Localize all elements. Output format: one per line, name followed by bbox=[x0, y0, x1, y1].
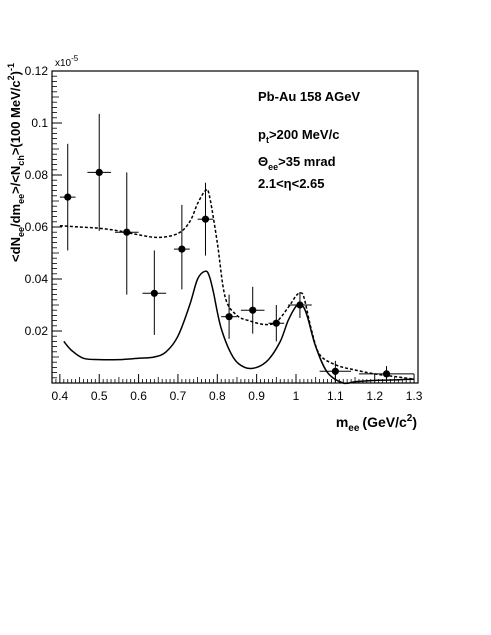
x-tick-label: 1.1 bbox=[327, 389, 344, 403]
x-tick-label: 0.6 bbox=[130, 389, 147, 403]
data-marker bbox=[95, 168, 103, 176]
data-point bbox=[142, 250, 167, 335]
data-point bbox=[319, 360, 352, 382]
data-point bbox=[174, 204, 190, 290]
annotation-eta-cut: 2.1<η<2.65 bbox=[258, 176, 325, 191]
y-tick-label: 0.12 bbox=[25, 64, 49, 78]
data-point bbox=[240, 286, 265, 334]
data-marker bbox=[64, 193, 72, 201]
dashed-curve bbox=[59, 188, 415, 380]
x-axis-label: mee (GeV/c2) bbox=[336, 413, 417, 434]
x-tick-label: 1 bbox=[293, 389, 300, 403]
data-marker bbox=[201, 215, 210, 223]
y-tick-label: 0.02 bbox=[25, 324, 49, 338]
x-tick-label: 0.8 bbox=[209, 389, 226, 403]
data-marker bbox=[150, 289, 158, 297]
y-tick-label: 0.04 bbox=[25, 272, 49, 286]
x-tick-label: 0.4 bbox=[52, 389, 69, 403]
annotation-system: Pb-Au 158 AGeV bbox=[258, 89, 360, 104]
data-marker bbox=[382, 370, 391, 378]
data-marker bbox=[178, 245, 186, 253]
data-marker bbox=[249, 306, 257, 314]
annotation-pt-cut: pt>200 MeV/c bbox=[258, 127, 339, 145]
y-axis-label: <dNee/dmee>/<Nch>(100 MeV/c2)-1 bbox=[6, 63, 26, 262]
data-point bbox=[59, 143, 76, 251]
solid-curve bbox=[63, 270, 415, 385]
data-point bbox=[114, 172, 139, 295]
data-marker bbox=[123, 228, 131, 236]
plot-frame bbox=[51, 70, 419, 384]
y-tick-label: 0.08 bbox=[25, 168, 49, 182]
data-point bbox=[358, 366, 415, 382]
data-point bbox=[288, 292, 312, 318]
data-point bbox=[268, 305, 285, 342]
data-marker bbox=[272, 319, 280, 327]
x-tick-label: 1.3 bbox=[406, 389, 423, 403]
annotation-theta-cut: Θee>35 mrad bbox=[258, 154, 336, 172]
data-point bbox=[197, 182, 214, 256]
data-marker bbox=[331, 367, 339, 375]
y-tick-label: 0.06 bbox=[25, 220, 49, 234]
data-marker bbox=[225, 313, 233, 321]
axis-ticks bbox=[52, 70, 415, 383]
data-point bbox=[87, 113, 112, 231]
data-point bbox=[221, 294, 237, 339]
x-tick-label: 0.9 bbox=[248, 389, 265, 403]
x-tick-label: 0.7 bbox=[170, 389, 187, 403]
y-tick-label: 0.1 bbox=[31, 116, 48, 130]
x-tick-label: 1.2 bbox=[366, 389, 383, 403]
y-multiplier: x10-5 bbox=[55, 54, 79, 69]
x-tick-label: 0.5 bbox=[91, 389, 108, 403]
data-marker bbox=[296, 301, 304, 309]
